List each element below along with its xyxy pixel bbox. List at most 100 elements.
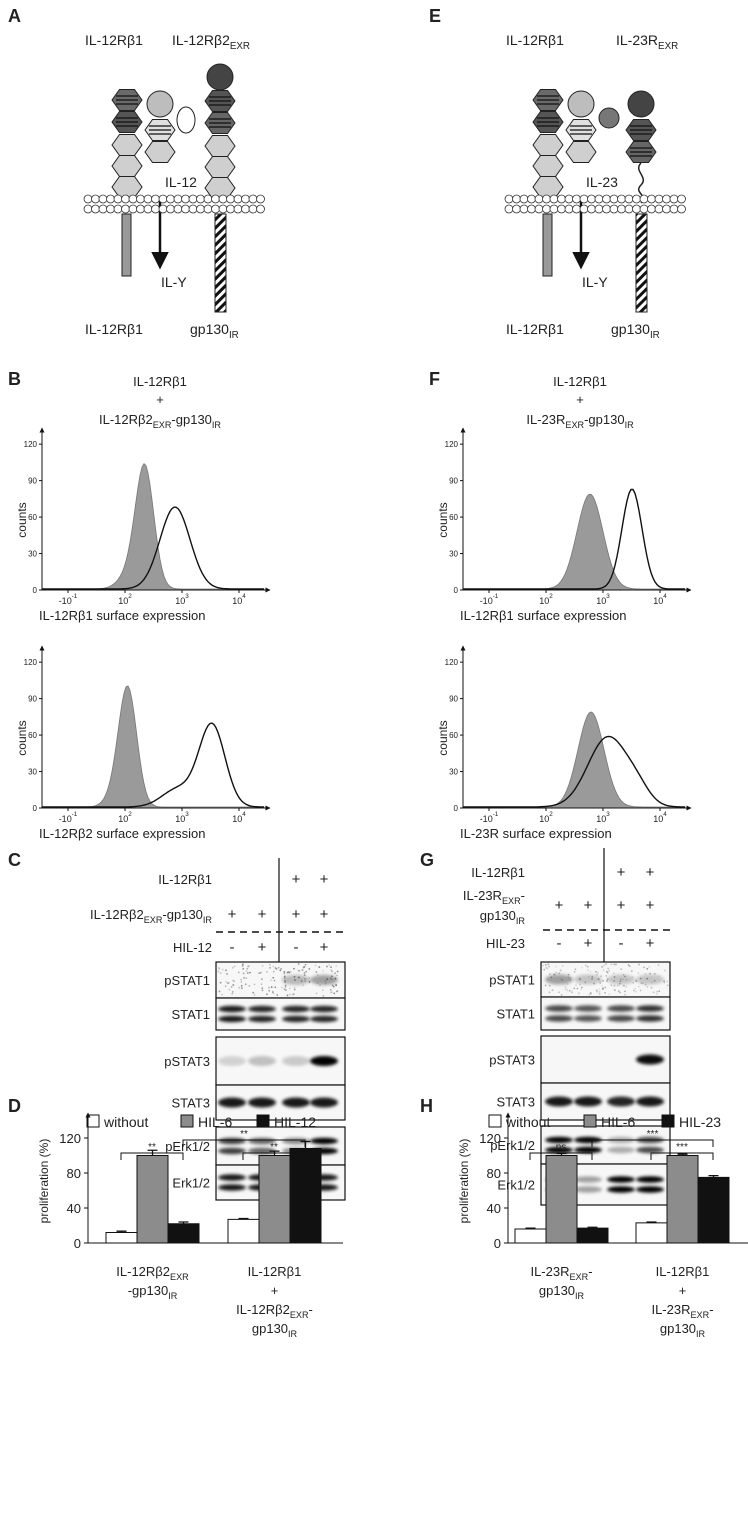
band (574, 1015, 602, 1022)
sample-histogram (463, 735, 686, 808)
noise (245, 970, 248, 972)
text-part: EXR (565, 420, 584, 430)
bar (666, 1155, 699, 1244)
lipid (158, 194, 168, 204)
noise (243, 977, 245, 979)
noise (646, 985, 649, 988)
x-axis-label: IL-12Rβ2 surface expression (39, 826, 205, 841)
noise (246, 967, 249, 970)
y-tick-label: 80 (487, 1166, 501, 1181)
sign: + (258, 939, 267, 956)
noise (248, 964, 251, 967)
noise (321, 989, 324, 992)
noise (610, 984, 613, 987)
text-part: 4 (663, 593, 667, 600)
y-tick-label: 120 (445, 440, 459, 449)
noise (248, 984, 251, 987)
lipid (512, 204, 521, 214)
noise (560, 994, 563, 996)
lipid (121, 194, 130, 204)
lipid (91, 194, 100, 204)
noise (581, 966, 583, 969)
bar (105, 1232, 138, 1244)
x-axis-label: IL-23R surface expression (460, 826, 612, 841)
lipid (512, 194, 521, 204)
x-tick-label: -gp130IR (128, 1283, 178, 1301)
error-bar (525, 1227, 536, 1229)
text-part: IR (168, 1291, 178, 1301)
condition-label: HIL-23 (486, 936, 525, 951)
noise (303, 965, 306, 968)
blot-label: pErk1/2 (490, 1138, 535, 1153)
noise (613, 963, 616, 966)
noise (297, 963, 300, 965)
y-tick-label: 120 (24, 658, 38, 667)
noise (241, 987, 243, 990)
blot-label: STAT1 (171, 1007, 210, 1022)
y-axis-label: counts (15, 502, 29, 537)
blot-label: pSTAT1 (489, 973, 535, 988)
lipid (557, 194, 566, 204)
lipid (196, 194, 205, 204)
lipid (166, 204, 175, 214)
noise (630, 970, 633, 973)
noise (293, 993, 296, 996)
text-part: -1 (72, 811, 78, 818)
sign: + (292, 906, 301, 923)
subunit (176, 106, 196, 134)
receptor-label: IL-12Rβ1 (506, 32, 564, 48)
x-tick-label: IL-23REXR- (530, 1264, 592, 1282)
x-tick-label: 103 (175, 811, 189, 824)
text-part: -1 (493, 811, 499, 818)
noise (558, 991, 560, 994)
noise (561, 965, 564, 967)
x-tick-label: 102 (118, 811, 132, 824)
lipid (226, 194, 235, 204)
noise (279, 969, 282, 972)
error-bar (238, 1217, 249, 1220)
band (218, 1174, 246, 1181)
legend-swatch (256, 1114, 270, 1128)
text-part: IR (650, 330, 660, 341)
noise (568, 989, 571, 992)
text-part: 10 (118, 596, 128, 606)
panel-label: H (420, 1096, 433, 1116)
noise (269, 966, 271, 969)
noise (543, 968, 546, 971)
noise (231, 979, 234, 982)
noise (219, 972, 222, 974)
band (607, 1015, 635, 1022)
lipid (669, 194, 679, 204)
text-part: 3 (185, 811, 189, 818)
band (282, 1097, 310, 1108)
noise (658, 990, 661, 992)
y-tick-label: 0 (454, 804, 459, 813)
noise (329, 991, 332, 994)
noise (231, 992, 234, 995)
text-part: 10 (232, 814, 242, 824)
noise (623, 984, 625, 987)
lipid (256, 194, 265, 204)
lipid (587, 204, 596, 214)
significance-bracket (120, 1152, 184, 1160)
text-part: gp130 (539, 1283, 575, 1298)
receptor-label: gp130IR (190, 321, 239, 341)
text-part: IL-12Rβ2 (236, 1302, 290, 1317)
text-part: EXR (153, 420, 172, 430)
noise (284, 984, 287, 987)
bar (136, 1155, 169, 1244)
noise (652, 991, 655, 994)
noise (289, 970, 292, 973)
noise (623, 993, 626, 996)
text-part: IL-12Rβ2 (99, 412, 153, 427)
noise (322, 969, 324, 972)
blot-label: Erk1/2 (497, 1178, 535, 1193)
subunit (567, 90, 595, 118)
text-part: gp130 (190, 321, 229, 337)
lipid (218, 204, 228, 214)
noise (644, 973, 647, 976)
noise (260, 983, 263, 986)
noise (612, 985, 615, 988)
text-part: EXR (290, 1310, 309, 1320)
lipid (632, 204, 641, 214)
